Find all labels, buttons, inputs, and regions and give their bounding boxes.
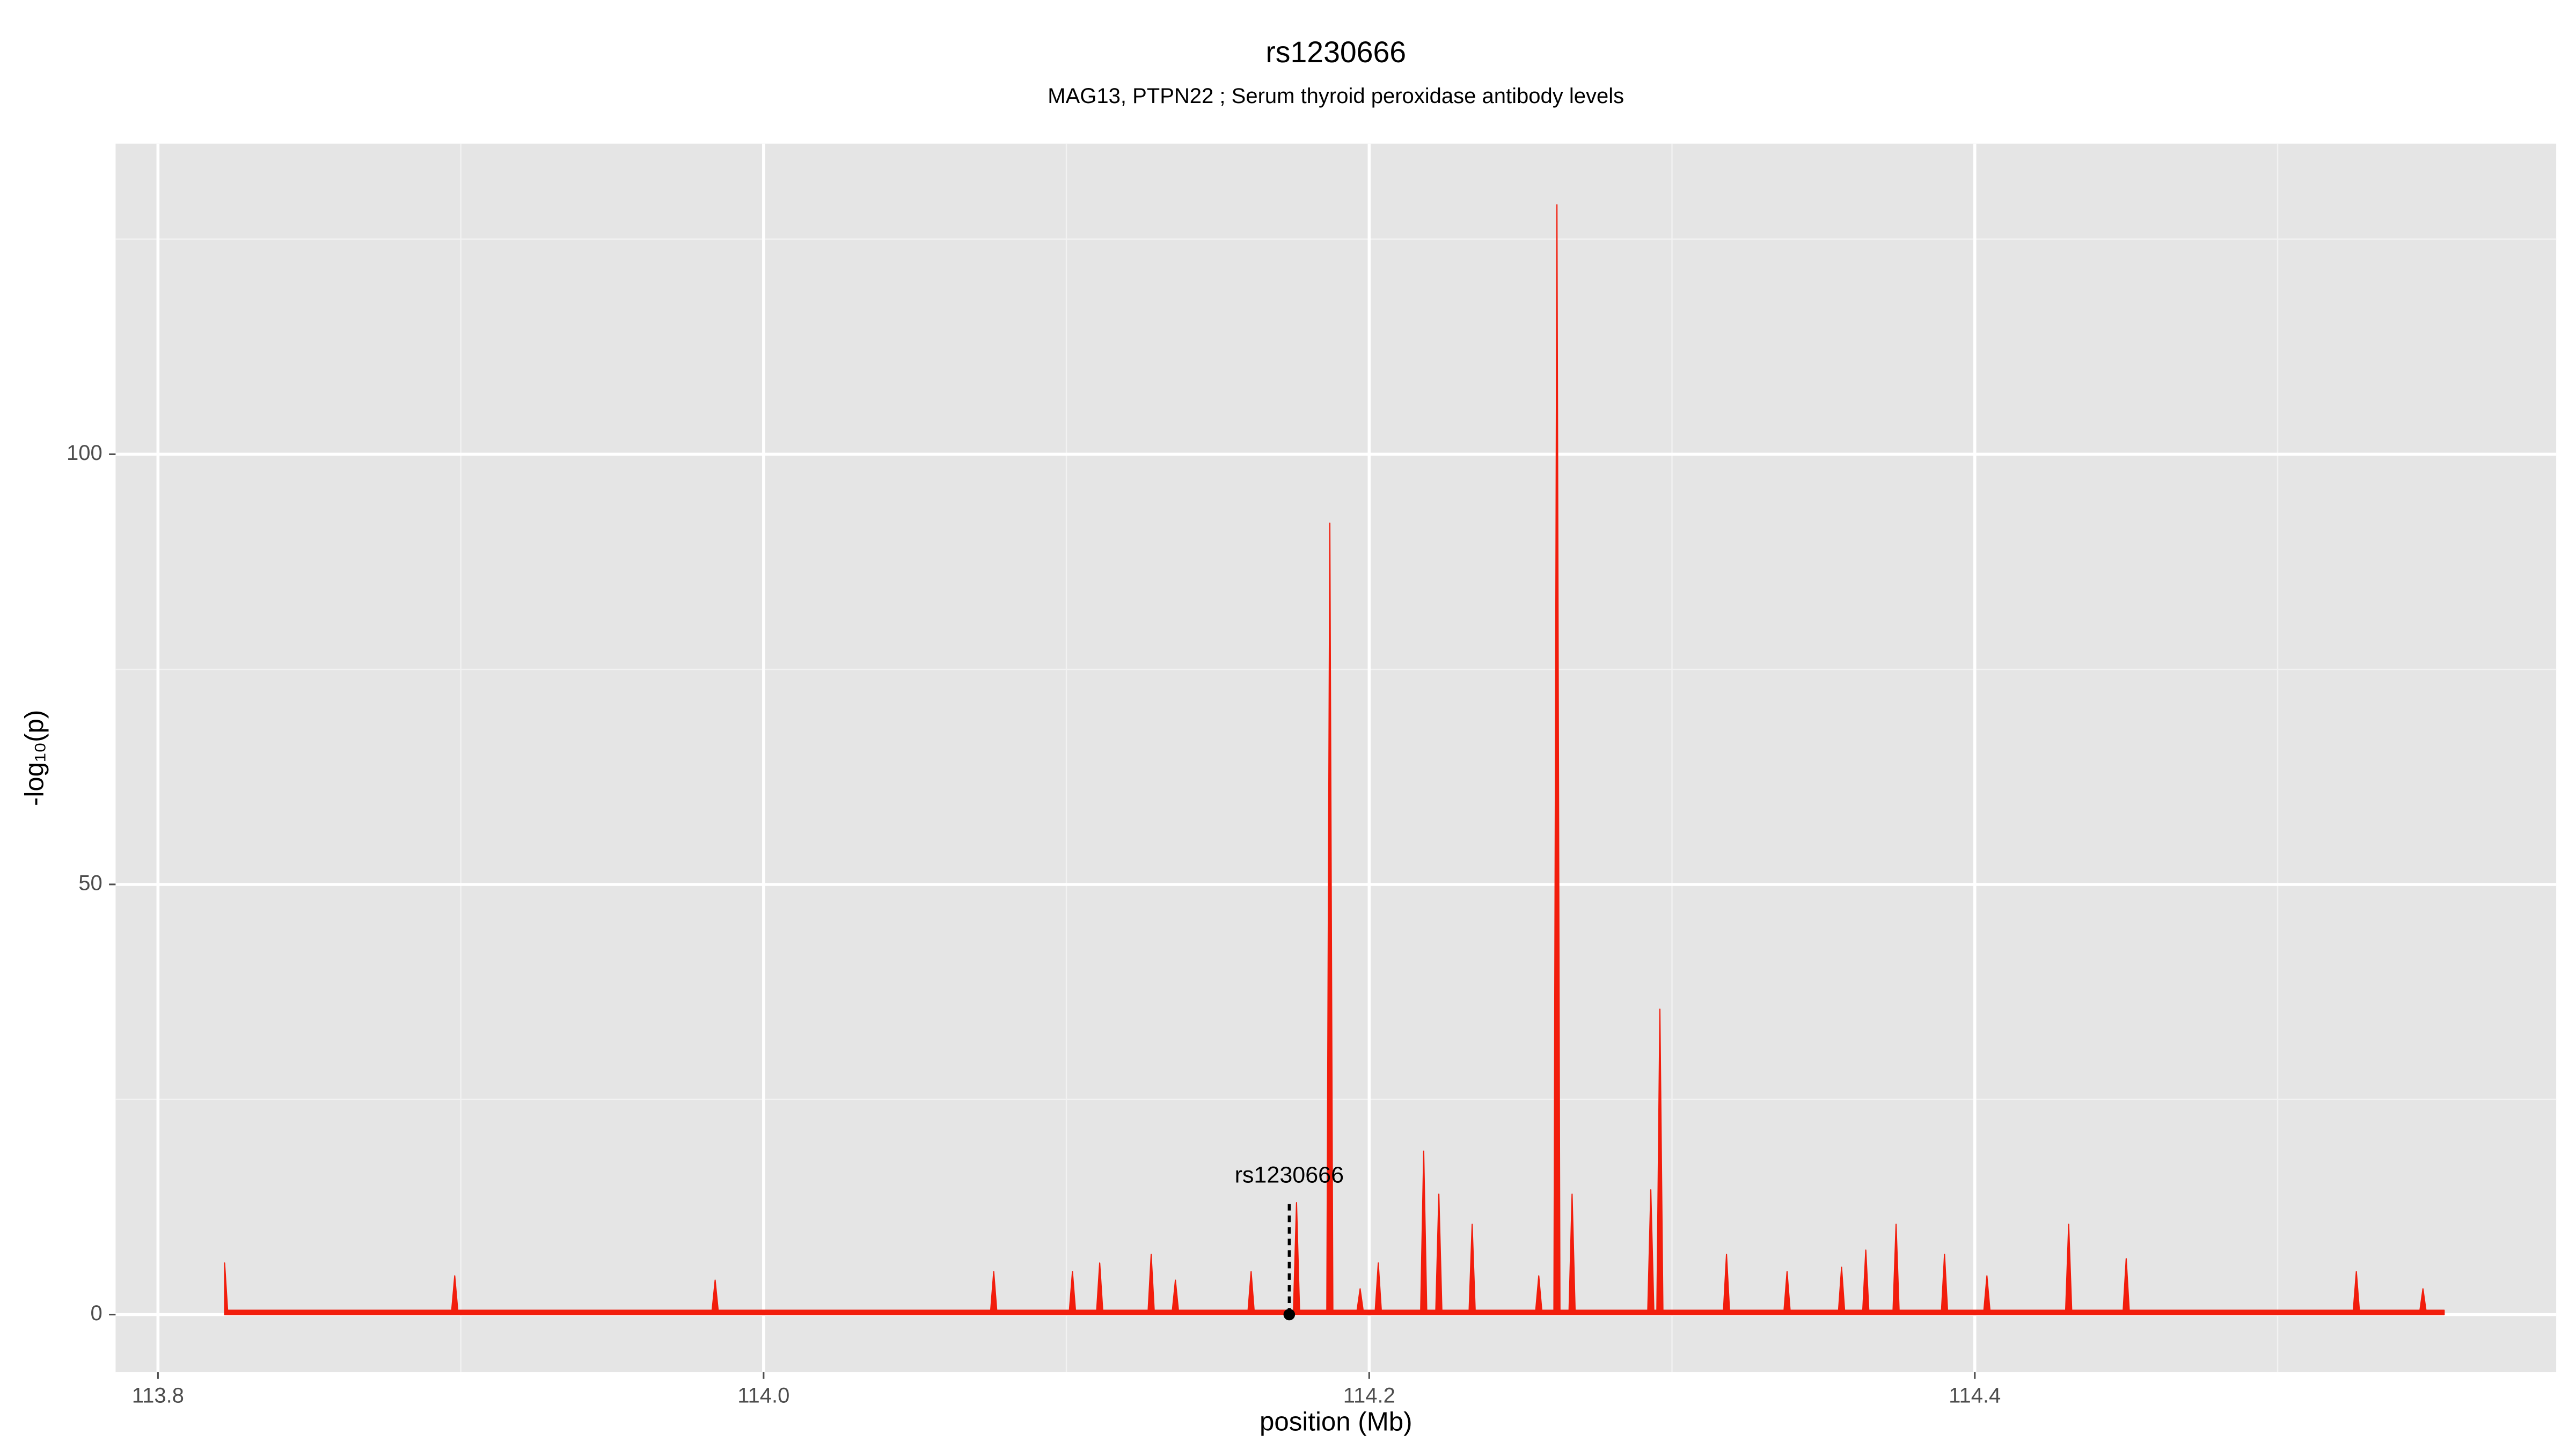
x-tick-label: 114.0 [737,1384,789,1408]
x-axis-label: position (Mb) [1260,1407,1412,1436]
y-tick-label: 50 [78,872,102,895]
annotation-point [1283,1308,1296,1321]
x-tick-label: 114.4 [1949,1384,2001,1408]
plot-panel [115,143,2557,1372]
x-tick-label: 114.2 [1343,1384,1395,1408]
y-axis-label: -log₁₀(p) [20,710,49,806]
area [224,204,2445,1315]
y-tick-label: 0 [91,1301,103,1325]
chart-subtitle: MAG13, PTPN22 ; Serum thyroid peroxidase… [1048,84,1624,108]
annotation-label: rs1230666 [1235,1162,1344,1188]
x-tick-label: 113.8 [132,1384,184,1408]
y-tick-label: 100 [67,441,103,465]
chart-title: rs1230666 [1265,35,1406,69]
